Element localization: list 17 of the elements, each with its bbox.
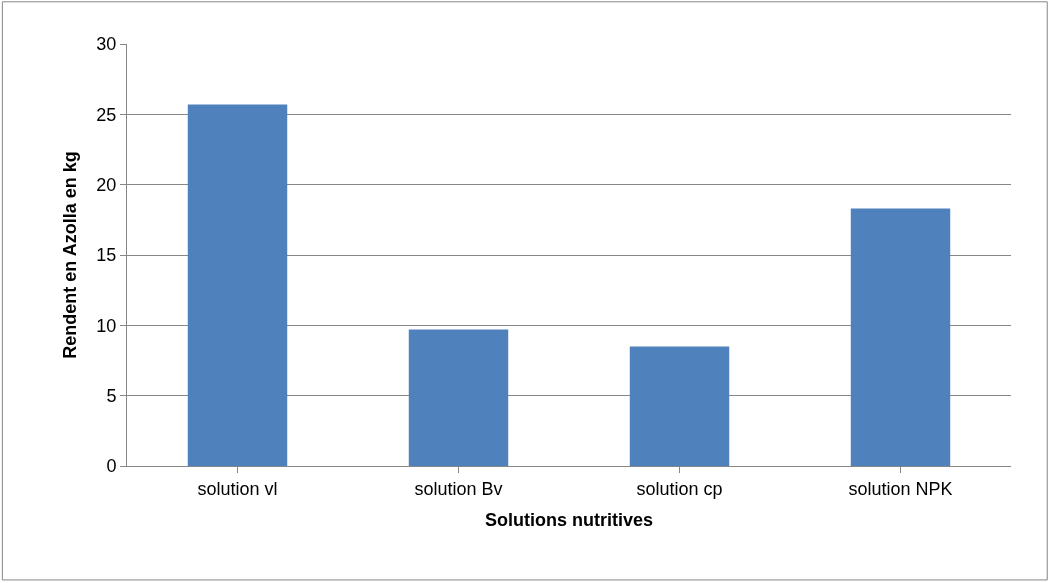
bar	[187, 104, 288, 466]
y-tick-label: 20	[96, 174, 117, 195]
bar	[408, 329, 509, 466]
y-tick-label: 30	[96, 34, 117, 55]
bar	[629, 346, 730, 466]
x-tick-label: solution vl	[197, 478, 278, 499]
y-axis-title: Rendent en Azolla en kg	[59, 151, 80, 359]
y-tick-label: 15	[96, 245, 117, 266]
y-tick-label: 0	[106, 456, 117, 477]
y-tick-label: 10	[96, 315, 117, 336]
y-tick-label: 5	[106, 385, 117, 406]
x-tick-label: solution Bv	[414, 478, 503, 499]
x-axis-title: Solutions nutritives	[484, 509, 654, 530]
x-tick-label: solution cp	[636, 478, 723, 499]
x-tick-label: solution NPK	[848, 478, 953, 499]
bar	[850, 208, 951, 466]
y-tick-label: 25	[96, 104, 117, 125]
